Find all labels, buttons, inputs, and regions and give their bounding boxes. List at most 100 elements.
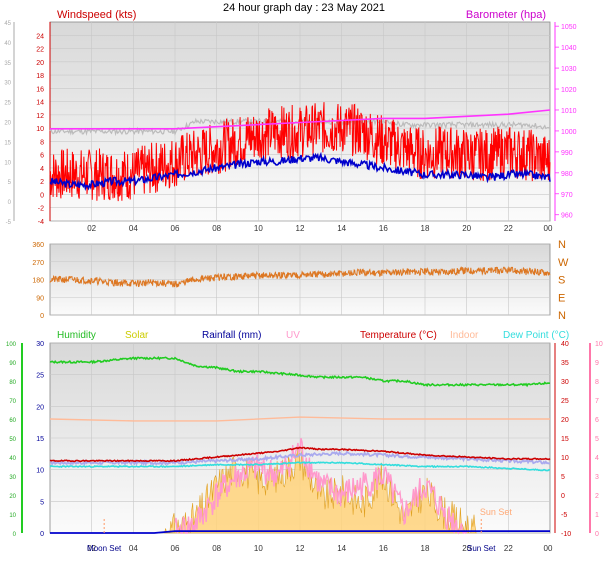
wind-y-tick-label: 20 (36, 60, 44, 67)
wind-outer-tick-label: 30 (4, 81, 11, 87)
compass-label: E (558, 292, 565, 304)
compass-label: S (558, 275, 565, 287)
temp-x-tick-label: 16 (379, 544, 388, 553)
temp-x-tick-label: 14 (337, 544, 346, 553)
rain-y-tick-label: 15 (36, 436, 44, 443)
rain-y-tick-label: 0 (40, 531, 44, 538)
rain-y-tick-label: 30 (36, 341, 44, 348)
wind-outer-tick-label: 25 (4, 101, 11, 107)
wind-y-tick-label: 22 (36, 47, 44, 54)
wind-y-tick-label: 0 (40, 192, 44, 199)
temp-x-tick-label: Moon Set (87, 544, 122, 553)
wind-y-tick-label: 12 (36, 113, 44, 120)
temp-x-tick-label: 04 (129, 544, 138, 553)
wind-x-tick-label: 06 (171, 224, 180, 233)
uv-tick-label: 5 (595, 436, 599, 443)
wind-outer-tick-label: 35 (4, 61, 11, 67)
barometer-tick-label: 1040 (561, 45, 577, 52)
wind-direction-line (49, 265, 551, 289)
wind-y-tick-label: 16 (36, 86, 44, 93)
wind-outer-tick-label: 45 (4, 21, 11, 27)
wind-x-tick-label: 22 (504, 224, 513, 233)
compass-label: N (558, 239, 566, 251)
temperature-tick-label: 25 (561, 398, 569, 405)
temperature-tick-label: 5 (561, 474, 565, 481)
wind-y-tick-label: 24 (36, 33, 44, 40)
sun-set-annotation: Sun Set (480, 507, 513, 517)
direction-y-tick-label: 180 (32, 278, 44, 285)
legend-dewpoint: Dew Point (°C) (503, 330, 569, 341)
humidity-tick-label: 100 (6, 342, 17, 348)
rain-y-tick-label: 5 (40, 499, 44, 506)
barometer-label: Barometer (hpa) (466, 9, 546, 21)
temperature-tick-label: 35 (561, 360, 569, 367)
legend-indoor: Indoor (450, 330, 479, 341)
barometer-tick-label: 1050 (561, 24, 577, 31)
temperature-tick-label: 15 (561, 436, 569, 443)
wind-x-tick-label: 18 (421, 224, 430, 233)
wind-x-tick-label: 20 (462, 224, 471, 233)
barometer-tick-label: 1020 (561, 87, 577, 94)
wind-outer-tick-label: 20 (4, 121, 11, 127)
wind-y-tick-label: -4 (38, 219, 44, 226)
windspeed-line (49, 102, 551, 202)
temp-x-tick-label: 10 (254, 544, 263, 553)
wind-x-tick-label: 16 (379, 224, 388, 233)
temperature-tick-label: -10 (561, 531, 571, 538)
humidity-tick-label: 70 (9, 399, 16, 405)
windspeed-label: Windspeed (kts) (57, 9, 136, 21)
legend-uv: UV (286, 330, 300, 341)
uv-tick-label: 8 (595, 379, 599, 386)
page-title: 24 hour graph day : 23 May 2021 (223, 2, 385, 14)
legend-rainfall: Rainfall (mm) (202, 330, 261, 341)
rain-y-tick-label: 20 (36, 404, 44, 411)
dew-point-line (49, 461, 551, 472)
uv-tick-label: 0 (595, 531, 599, 538)
legend-solar: Solar (125, 330, 149, 341)
uv-tick-label: 10 (595, 341, 603, 348)
wind-y-tick-label: 2 (40, 179, 44, 186)
temperature-tick-label: 10 (561, 455, 569, 462)
temp-x-tick-label: 20 (462, 544, 471, 553)
direction-y-tick-label: 0 (40, 313, 44, 320)
humidity-tick-label: 40 (9, 456, 16, 462)
wind-x-tick-label: 14 (337, 224, 346, 233)
rainfall-line (50, 530, 550, 534)
wind-x-tick-label: 10 (254, 224, 263, 233)
barometer-tick-label: 960 (561, 213, 573, 220)
wind-x-tick-label: 08 (212, 224, 221, 233)
temperature-tick-label: 0 (561, 493, 565, 500)
uv-tick-label: 9 (595, 360, 599, 367)
barometer-tick-label: 980 (561, 171, 573, 178)
uv-tick-label: 1 (595, 512, 599, 519)
humidity-tick-label: 60 (9, 418, 16, 424)
direction-y-tick-label: 270 (32, 260, 44, 267)
humidity-tick-label: 20 (9, 494, 16, 500)
temp-x-tick-label: 22 (504, 544, 513, 553)
uv-tick-label: 3 (595, 474, 599, 481)
direction-y-tick-label: 360 (32, 242, 44, 249)
compass-label: W (558, 257, 569, 269)
temperature-tick-label: 20 (561, 417, 569, 424)
humidity-tick-label: 30 (9, 475, 16, 481)
temp-x-tick-label: 02 (87, 544, 96, 553)
wind-outer-tick-label: 0 (8, 200, 12, 206)
barometer-tick-label: 1010 (561, 108, 577, 115)
wind-y-tick-label: 18 (36, 73, 44, 80)
barometer-line (50, 109, 551, 130)
wind-x-tick-label: 04 (129, 224, 138, 233)
temp-x-tick-label: Sun Set (467, 544, 496, 553)
wind-average-line (49, 151, 551, 191)
temp-x-tick-label: 08 (212, 544, 221, 553)
uv-tick-label: 7 (595, 398, 599, 405)
rain-y-tick-label: 10 (36, 468, 44, 475)
compass-label: N (558, 310, 566, 322)
humidity-tick-label: 80 (9, 380, 16, 386)
wind-outer-tick-label: 40 (4, 41, 11, 47)
wind-y-tick-label: -2 (38, 206, 44, 213)
barometer-tick-label: 1030 (561, 66, 577, 73)
temperature-tick-label: 40 (561, 341, 569, 348)
uv-line (174, 438, 468, 535)
wind-x-tick-label: 12 (296, 224, 305, 233)
